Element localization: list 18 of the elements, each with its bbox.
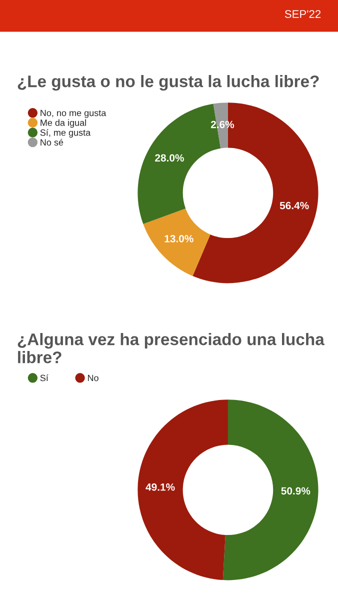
donut-slice bbox=[143, 208, 210, 276]
donut-slice bbox=[138, 400, 228, 580]
data-label: 28.0% bbox=[155, 154, 184, 162]
legend-label: No, no me gusta bbox=[40, 110, 106, 118]
data-label: 13.0% bbox=[164, 234, 194, 242]
chart-title: ¿Alguna vez ha presenciado una lucha libre? bbox=[18, 333, 324, 364]
legend-label: No bbox=[88, 374, 98, 382]
donut-slice bbox=[222, 400, 318, 580]
data-label: 56.4% bbox=[280, 202, 309, 210]
text: SEP'22 bbox=[284, 10, 321, 18]
legend-label: Sí bbox=[40, 374, 48, 382]
legend-label: No sé bbox=[40, 138, 64, 146]
chart-title: ¿Le gusta o no le gusta la lucha libre? bbox=[18, 75, 319, 91]
legend-label: Sí, me gusta bbox=[40, 129, 91, 138]
data-label: 49.1% bbox=[146, 483, 175, 491]
data-label: 50.9% bbox=[281, 487, 310, 495]
legend-label: Me da igual bbox=[40, 119, 86, 128]
donut-slice bbox=[192, 102, 318, 284]
